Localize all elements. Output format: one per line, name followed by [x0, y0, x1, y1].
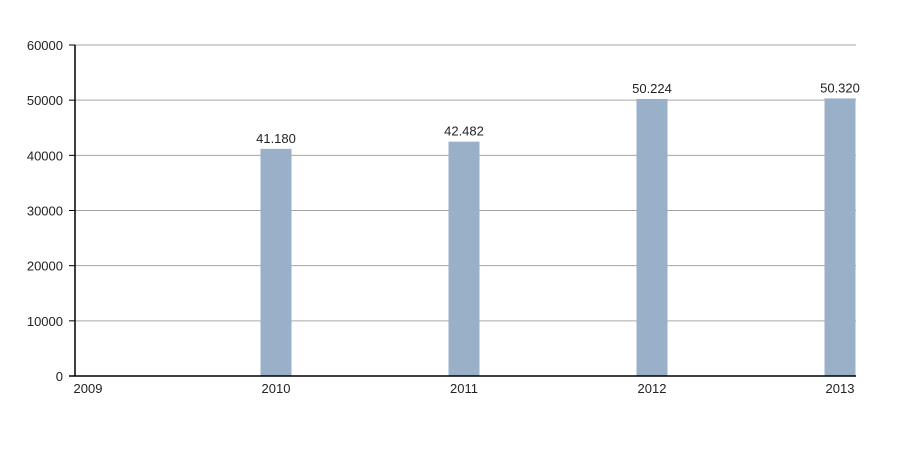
y-tick-label: 20000	[27, 259, 63, 274]
bar	[260, 148, 292, 376]
y-tick-label: 0	[56, 369, 63, 384]
x-tick-label: 2012	[638, 381, 667, 396]
y-tick-label: 50000	[27, 93, 63, 108]
bar-data-label: 42.482	[444, 124, 484, 139]
bar	[636, 98, 668, 376]
x-tick-label: 2013	[826, 381, 855, 396]
y-tick-label: 60000	[27, 38, 63, 53]
x-tick-label: 2010	[262, 381, 291, 396]
y-tick-label: 30000	[27, 204, 63, 219]
x-tick-label: 2011	[450, 381, 478, 396]
bar-data-label: 50.320	[820, 80, 860, 95]
y-tick-label: 10000	[27, 314, 63, 329]
y-tick-label: 40000	[27, 148, 63, 163]
bar-data-label: 50.224	[632, 81, 672, 96]
bar	[448, 141, 480, 376]
bar	[824, 98, 856, 376]
x-tick-label: 2009	[74, 381, 103, 396]
bar-data-label: 41.180	[256, 131, 296, 146]
